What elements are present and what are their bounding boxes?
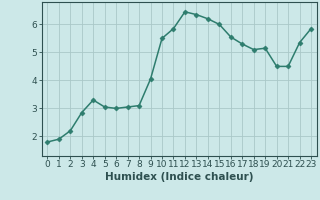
X-axis label: Humidex (Indice chaleur): Humidex (Indice chaleur) xyxy=(105,172,253,182)
